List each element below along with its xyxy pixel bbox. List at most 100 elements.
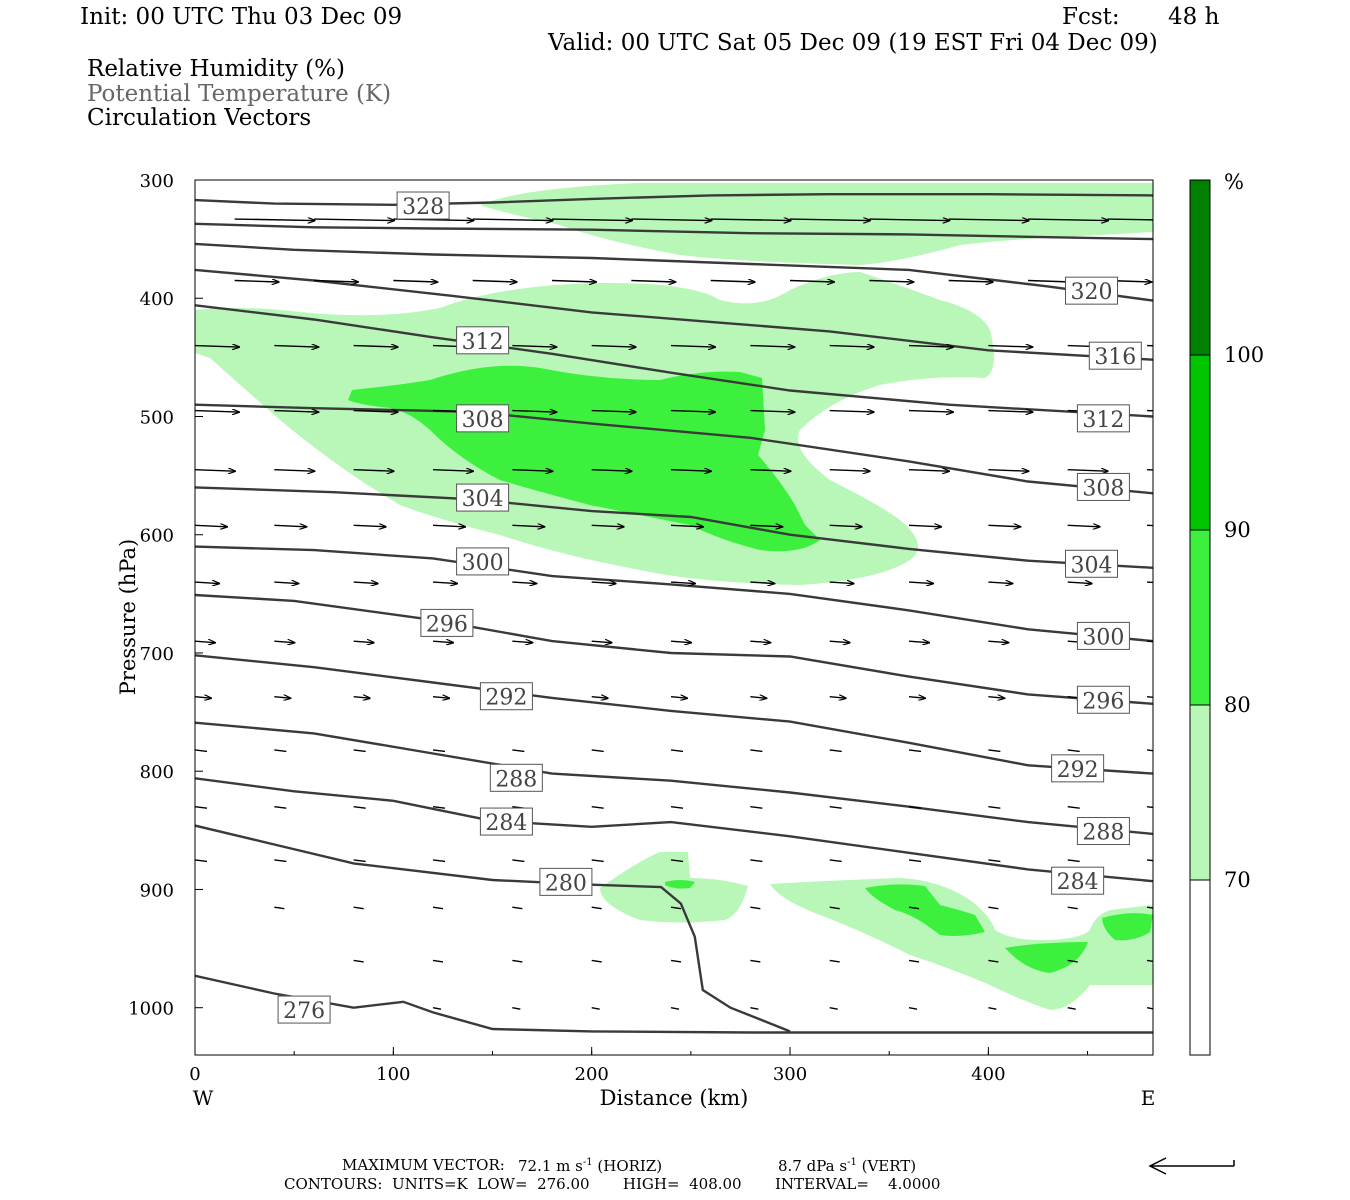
wind-vector xyxy=(750,859,763,863)
wind-vector xyxy=(988,582,1012,584)
theta-label-box-296 xyxy=(420,608,474,637)
wind-vector xyxy=(829,346,874,348)
wind-vector xyxy=(869,219,949,221)
wind-vector xyxy=(948,219,1029,221)
wind-vector xyxy=(274,859,287,863)
y-tick-label-300: 300 xyxy=(140,171,174,192)
wind-vector xyxy=(432,749,446,753)
wind-vector xyxy=(750,749,763,753)
rh-80-region-low-1 xyxy=(665,880,695,889)
theta-label-box-308 xyxy=(1076,472,1130,501)
theta-label-288: 288 xyxy=(495,767,537,792)
theta-label-312: 312 xyxy=(462,330,504,355)
wind-vector xyxy=(670,859,684,863)
wind-vector xyxy=(631,219,711,221)
y-tick-label-700: 700 xyxy=(140,644,174,665)
theta-label-box-312 xyxy=(456,326,510,355)
wind-vector xyxy=(710,219,791,221)
wind-vector xyxy=(512,959,523,963)
wind-vector xyxy=(274,805,287,809)
theta-label-308: 308 xyxy=(462,408,504,433)
theta-contour-308 xyxy=(195,403,1153,495)
wind-vector xyxy=(1146,906,1153,909)
wind-vector xyxy=(670,582,695,584)
wind-vector xyxy=(909,470,949,472)
theta-label-box-304 xyxy=(456,483,510,512)
wind-vector xyxy=(1146,749,1153,752)
theta-label-box-308 xyxy=(456,404,510,433)
x-tick-label-0: 0 xyxy=(189,1064,200,1085)
wind-vector xyxy=(432,525,465,527)
theta-label-304: 304 xyxy=(462,487,504,512)
wind-vector xyxy=(829,805,842,809)
theta-contour-292 xyxy=(195,654,1153,775)
theta-label-284: 284 xyxy=(485,811,527,836)
wind-vector xyxy=(472,219,553,221)
wind-vector xyxy=(948,281,993,283)
wind-vector xyxy=(195,582,219,584)
wind-vector xyxy=(353,906,364,910)
theta-contour-320 xyxy=(195,242,1153,302)
theta-label-box-284 xyxy=(1051,866,1105,895)
wind-vector xyxy=(988,906,999,910)
wind-vector xyxy=(988,411,1032,413)
wind-vector xyxy=(591,641,612,643)
theta-label-280: 280 xyxy=(545,871,587,896)
theta-label-312: 312 xyxy=(1082,408,1124,433)
wind-vector xyxy=(432,470,473,472)
wind-vector xyxy=(988,1007,997,1010)
wind-vector xyxy=(908,906,920,910)
wind-vector xyxy=(988,525,1020,527)
wind-vector xyxy=(988,959,999,963)
wind-vector xyxy=(988,641,1008,643)
wind-vector xyxy=(512,859,525,863)
wind-vector xyxy=(710,281,755,283)
colorbar-segment xyxy=(1189,179,1211,356)
wind-vector xyxy=(1067,959,1078,963)
wind-vector xyxy=(908,805,922,809)
wind-vector xyxy=(988,749,1001,753)
init-time: Init: 00 UTC Thu 03 Dec 09 xyxy=(80,4,403,30)
wind-vector xyxy=(591,470,632,472)
x-axis-title: Distance (km) xyxy=(600,1086,749,1110)
wind-vector xyxy=(1146,640,1153,643)
colorbar-segment xyxy=(1189,529,1211,706)
wind-vector xyxy=(670,697,687,699)
theta-label-292: 292 xyxy=(485,686,527,711)
wind-vector xyxy=(195,805,208,809)
wind-vector xyxy=(432,805,446,809)
wind-vector xyxy=(274,582,298,584)
wind-vector xyxy=(909,411,953,413)
theta-label-box-288 xyxy=(1076,817,1130,846)
theta-label-box-276 xyxy=(277,995,331,1024)
theta-contour-328 xyxy=(195,193,1153,207)
wind-vector xyxy=(829,470,870,472)
theta-label-296: 296 xyxy=(426,612,468,637)
wind-vector xyxy=(1067,582,1092,584)
wind-vector xyxy=(512,641,532,643)
wind-vector xyxy=(195,641,215,643)
wind-vector xyxy=(908,859,922,863)
wind-vector xyxy=(670,959,682,963)
theta-label-layer: 328 320 316 312 312 308 308 304 304 300 300 296 296 2… xyxy=(277,191,1142,1024)
wind-vector xyxy=(591,805,604,809)
x-end-label-east: E xyxy=(1141,1086,1156,1110)
wind-vector xyxy=(671,411,715,413)
wind-vector xyxy=(1147,409,1153,412)
theta-label-296: 296 xyxy=(1082,689,1124,714)
wind-vector xyxy=(432,582,457,584)
valid-time: Valid: 00 UTC Sat 05 Dec 09 (19 EST Fri … xyxy=(548,30,1158,56)
wind-vector xyxy=(432,1007,442,1010)
wind-vector xyxy=(829,906,840,910)
wind-vector xyxy=(552,219,632,221)
wind-vector xyxy=(195,346,239,348)
wind-vector xyxy=(353,697,370,699)
wind-vector xyxy=(274,346,318,348)
theta-contour-324 xyxy=(195,222,1153,241)
wind-vector xyxy=(195,749,208,753)
wind-vector xyxy=(1146,805,1153,809)
max-vector-label: MAXIMUM VECTOR: xyxy=(342,1156,505,1174)
max-vector-vert: 8.7 dPa s-1 (VERT) xyxy=(778,1157,917,1175)
wind-vector xyxy=(1067,906,1078,910)
